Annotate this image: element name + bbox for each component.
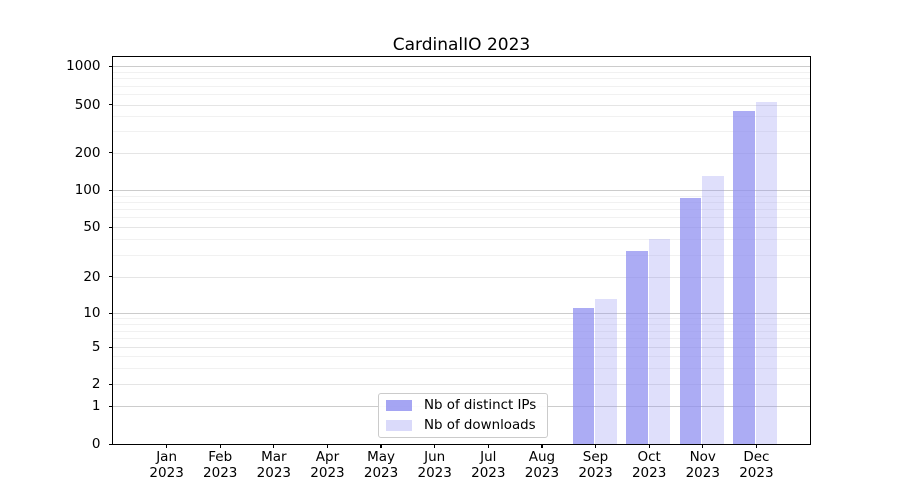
x-tick-mark-8 [541, 444, 543, 448]
gridline-y-4 [113, 356, 810, 357]
x-tick-label-sep-2023: Sep 2023 [578, 449, 613, 481]
legend-item-distinct-ips: Nb of distinct IPs [386, 396, 540, 416]
legend-item-downloads: Nb of downloads [386, 416, 540, 436]
x-tick-label-dec-2023: Dec 2023 [739, 449, 774, 481]
y-tick-label-50: 50 [83, 219, 101, 236]
x-tick-mark-11 [702, 444, 704, 448]
gridline-y-30 [113, 254, 810, 256]
gridline-y-9 [113, 318, 810, 320]
x-tick-mark-5 [380, 444, 382, 448]
x-tick-mark-12 [755, 444, 757, 448]
y-tick-mark-20 [108, 276, 113, 278]
bar-downloads-nov-2023 [702, 175, 724, 444]
gridline-y-600 [113, 94, 810, 96]
bar-distinct-ips-nov-2023 [679, 197, 702, 444]
gridline-y-10 [113, 313, 810, 315]
gridline-y-6 [113, 338, 810, 340]
y-tick-mark-10 [108, 312, 113, 314]
y-tick-mark-0 [108, 443, 113, 445]
gridline-y-1000 [113, 66, 810, 67]
legend-swatch-icon [386, 420, 412, 431]
y-tick-mark-2 [108, 383, 113, 385]
gridline-y-3 [113, 367, 810, 369]
y-tick-label-10: 10 [83, 305, 101, 322]
legend-swatch-icon [386, 400, 412, 411]
x-tick-label-aug-2023: Aug 2023 [524, 449, 560, 481]
x-tick-label-feb-2023: Feb 2023 [203, 449, 238, 481]
gridline-y-900 [113, 71, 810, 73]
plot-area [113, 57, 810, 444]
y-tick-label-100: 100 [74, 182, 101, 198]
x-tick-label-jul-2023: Jul 2023 [471, 449, 506, 481]
gridline-y-800 [113, 78, 810, 80]
legend: Nb of distinct IPs Nb of downloads [378, 393, 548, 438]
y-tick-mark-100 [108, 189, 113, 191]
y-tick-label-20: 20 [83, 268, 101, 285]
gridline-y-8 [113, 324, 810, 326]
gridline-y-100 [113, 190, 810, 191]
gridline-y-300 [113, 131, 810, 133]
y-tick-mark-50 [108, 226, 113, 228]
gridline-y-2 [113, 384, 810, 385]
gridline-y-70 [113, 209, 810, 211]
x-tick-mark-3 [273, 444, 275, 448]
y-tick-label-1: 1 [91, 398, 101, 414]
gridline-y-80 [113, 202, 810, 203]
y-tick-mark-200 [108, 152, 113, 154]
gridline-y-20 [113, 276, 810, 278]
x-tick-mark-2 [219, 444, 221, 448]
x-tick-label-jan-2023: Jan 2023 [149, 449, 184, 481]
gridline-y-40 [113, 239, 810, 241]
y-tick-label-1000: 1000 [66, 58, 101, 74]
legend-rows: Nb of distinct IPs Nb of downloads [386, 396, 540, 436]
bar-downloads-sep-2023 [595, 299, 617, 444]
x-tick-label-jun-2023: Jun 2023 [417, 449, 452, 481]
y-tick-label-200: 200 [74, 144, 101, 161]
chart-title: CardinalIO 2023 [392, 35, 531, 55]
gridline-y-200 [113, 152, 810, 154]
y-tick-mark-1000 [108, 65, 113, 67]
y-tick-label-0: 0 [91, 436, 101, 452]
x-tick-label-apr-2023: Apr 2023 [310, 449, 345, 481]
y-tick-label-2: 2 [91, 376, 101, 392]
bar-downloads-dec-2023 [755, 102, 778, 444]
x-tick-mark-4 [326, 444, 329, 448]
y-tick-mark-1 [108, 405, 113, 407]
bar-distinct-ips-sep-2023 [572, 308, 595, 444]
gridline-y-700 [113, 85, 810, 87]
x-tick-mark-6 [434, 444, 436, 448]
x-tick-label-may-2023: May 2023 [363, 449, 399, 481]
x-tick-label-nov-2023: Nov 2023 [685, 449, 720, 481]
gridline-y-50 [113, 227, 810, 229]
x-tick-mark-1 [166, 444, 168, 448]
bar-downloads-oct-2023 [648, 239, 671, 444]
y-tick-mark-500 [108, 104, 113, 106]
legend-label: Nb of distinct IPs [424, 397, 537, 413]
gridline-y-500 [113, 104, 810, 106]
gridline-y-90 [113, 195, 810, 197]
y-tick-label-500: 500 [74, 96, 101, 113]
x-tick-mark-9 [594, 444, 597, 448]
gridline-y-60 [113, 217, 810, 219]
y-tick-label-5: 5 [91, 339, 101, 355]
x-tick-mark-10 [648, 444, 650, 448]
gridline-y-400 [113, 116, 810, 118]
gridline-y-7 [113, 330, 810, 332]
x-tick-mark-7 [487, 444, 489, 448]
y-tick-mark-5 [108, 346, 113, 348]
bar-distinct-ips-oct-2023 [626, 251, 648, 444]
gridline-y-5 [113, 347, 810, 348]
legend-label: Nb of downloads [424, 417, 536, 433]
bar-distinct-ips-dec-2023 [733, 111, 755, 444]
x-tick-label-oct-2023: Oct 2023 [631, 449, 667, 481]
x-tick-label-mar-2023: Mar 2023 [256, 449, 292, 481]
